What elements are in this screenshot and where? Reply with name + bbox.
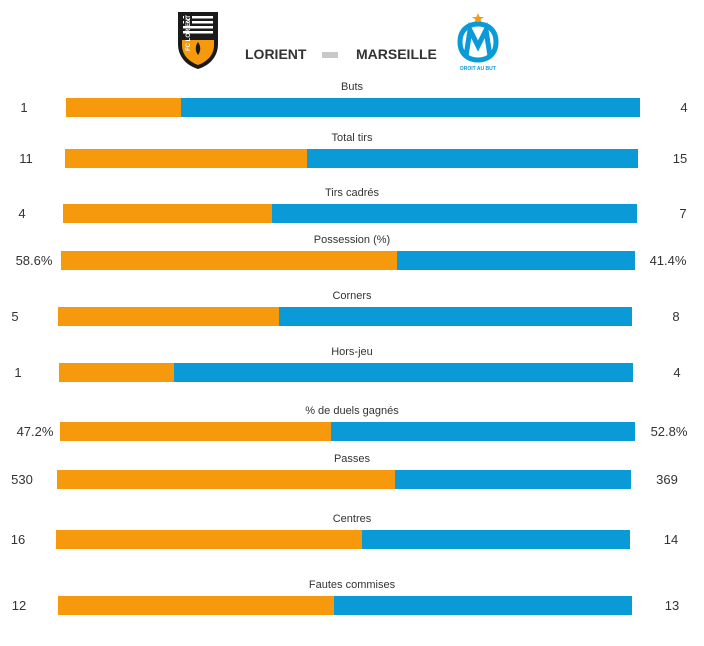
home-bar-segment xyxy=(58,596,334,615)
stat-label: Total tirs xyxy=(331,132,373,144)
home-bar-segment xyxy=(56,530,363,549)
stat-label: % de duels gagnés xyxy=(305,405,399,417)
home-team-name: LORIENT xyxy=(245,46,307,62)
stat-bar xyxy=(58,307,632,326)
home-value: 530 xyxy=(11,472,33,487)
home-value: 16 xyxy=(10,532,26,547)
olympique-marseille-crest-icon: DROIT AU BUT xyxy=(457,13,499,72)
away-value: 8 xyxy=(672,309,680,324)
stat-label: Possession (%) xyxy=(313,234,391,246)
fc-lorient-crest-icon: FC LORIENT xyxy=(178,12,218,69)
away-value: 4 xyxy=(680,100,688,115)
away-value: 14 xyxy=(663,532,679,547)
away-bar-segment xyxy=(271,204,637,223)
stat-bar xyxy=(66,98,640,117)
away-value: 7 xyxy=(679,206,687,221)
stat-row: Buts 1 4 xyxy=(0,81,704,125)
away-value: 52.8% xyxy=(650,424,688,439)
stat-row: Total tirs 11 15 xyxy=(0,132,704,176)
home-bar-segment xyxy=(65,149,308,168)
home-bar-segment xyxy=(58,307,279,326)
away-bar-segment xyxy=(331,422,635,441)
home-bar-segment xyxy=(61,251,398,270)
stat-row: Passes 530 369 xyxy=(0,453,704,497)
home-bar-segment xyxy=(66,98,181,117)
away-value: 13 xyxy=(664,598,680,613)
stat-label: Buts xyxy=(340,81,363,93)
away-value: 369 xyxy=(656,472,678,487)
home-value: 1 xyxy=(20,100,28,115)
stat-row: Tirs cadrés 4 7 xyxy=(0,187,704,231)
stat-bar xyxy=(59,363,633,382)
away-bar-segment xyxy=(395,470,631,489)
stat-label: Tirs cadrés xyxy=(325,187,379,199)
stat-label: Passes xyxy=(333,453,371,465)
home-value: 47.2% xyxy=(16,424,54,439)
stat-bar xyxy=(63,204,637,223)
home-value: 5 xyxy=(11,309,19,324)
stat-row: Corners 5 8 xyxy=(0,290,704,334)
stat-row: Hors-jeu 1 4 xyxy=(0,346,704,390)
away-bar-segment xyxy=(180,98,640,117)
stat-row: Centres 16 14 xyxy=(0,513,704,557)
away-bar-segment xyxy=(307,149,638,168)
stat-bar xyxy=(58,596,632,615)
home-value: 4 xyxy=(18,206,26,221)
stat-row: % de duels gagnés 47.2% 52.8% xyxy=(0,405,704,449)
stat-bar xyxy=(65,149,638,168)
away-team-name: MARSEILLE xyxy=(356,46,437,62)
home-bar-segment xyxy=(63,204,272,223)
stat-row: Fautes commises 12 13 xyxy=(0,579,704,623)
home-value: 1 xyxy=(14,365,22,380)
stat-label: Corners xyxy=(332,290,372,302)
away-bar-segment xyxy=(362,530,630,549)
away-bar-segment xyxy=(278,307,632,326)
away-value: 15 xyxy=(672,151,688,166)
versus-separator xyxy=(322,52,338,58)
stat-bar xyxy=(56,530,630,549)
stat-label: Fautes commises xyxy=(308,579,396,591)
home-bar-segment xyxy=(59,363,174,382)
stat-row: Possession (%) 58.6% 41.4% xyxy=(0,234,704,278)
home-value: 12 xyxy=(11,598,27,613)
away-value: 4 xyxy=(673,365,681,380)
away-logo-text: DROIT AU BUT xyxy=(460,66,496,72)
home-logo-text: FC LORIENT xyxy=(186,15,192,51)
away-bar-segment xyxy=(173,363,633,382)
away-bar-segment xyxy=(333,596,632,615)
stat-bar xyxy=(57,470,631,489)
stat-label: Hors-jeu xyxy=(331,346,373,358)
home-bar-segment xyxy=(60,422,332,441)
stat-label: Centres xyxy=(332,513,372,525)
stat-bar xyxy=(60,422,635,441)
stat-bar xyxy=(61,251,635,270)
home-value: 58.6% xyxy=(15,253,53,268)
match-header: FC LORIENT LORIENT MARSEILLE DROIT AU BU… xyxy=(0,0,704,78)
away-bar-segment xyxy=(397,251,635,270)
home-bar-segment xyxy=(57,470,396,489)
home-value: 11 xyxy=(19,151,33,166)
away-value: 41.4% xyxy=(649,253,687,268)
